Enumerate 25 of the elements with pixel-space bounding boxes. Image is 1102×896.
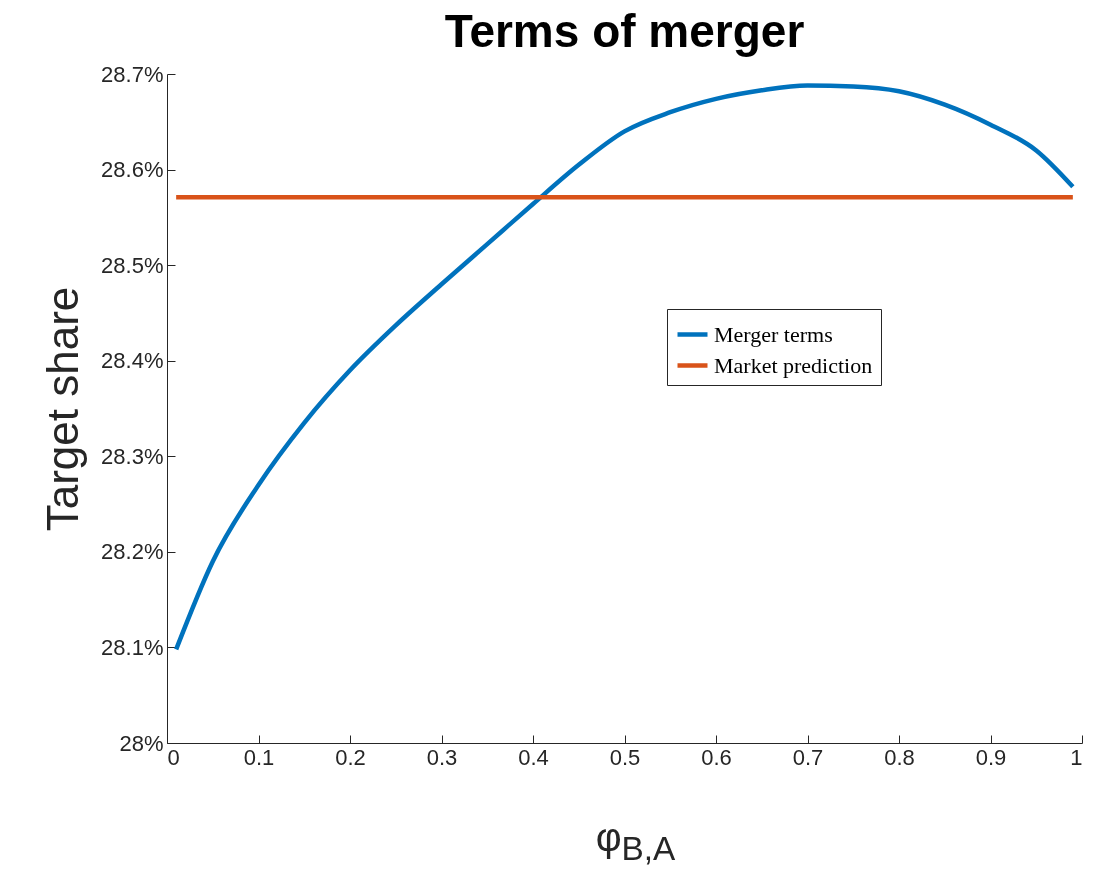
legend-label: Market prediction	[714, 352, 873, 378]
x-tick-label: 0.8	[884, 744, 915, 770]
x-tick-label: 0.3	[426, 744, 458, 770]
chart-title: Terms of merger	[444, 5, 805, 57]
x-tick-label: 0.5	[609, 744, 641, 770]
y-tick-label: 28.7%	[101, 61, 164, 87]
line-series	[173, 83, 1076, 652]
x-tick-label: 0.7	[792, 744, 824, 770]
y-tick-label: 28.6%	[101, 157, 164, 183]
x-tick-label: 0.9	[975, 744, 1007, 770]
y-tick-label: 28.3%	[101, 443, 164, 469]
y-axis-title: Target share	[38, 286, 88, 532]
y-tick-label: 28.5%	[101, 252, 164, 278]
x-tick-label: 1	[1070, 744, 1083, 770]
x-tick-label: 0.4	[518, 744, 549, 770]
x-axis-title: φ$_{B,A}$	[594, 815, 677, 868]
legend-label: Merger terms	[714, 321, 833, 347]
y-tick-label: 28%	[119, 730, 164, 756]
y-tick-label: 28.1%	[101, 634, 164, 660]
y-tick-label: 28.4%	[101, 348, 164, 374]
x-tick-label: 0.2	[335, 744, 366, 770]
x-tick-label: 0.6	[701, 744, 732, 770]
x-tick-label: 0	[167, 744, 180, 770]
x-tick-label: 0.1	[243, 744, 275, 770]
y-tick-label: 28.2%	[101, 539, 164, 565]
